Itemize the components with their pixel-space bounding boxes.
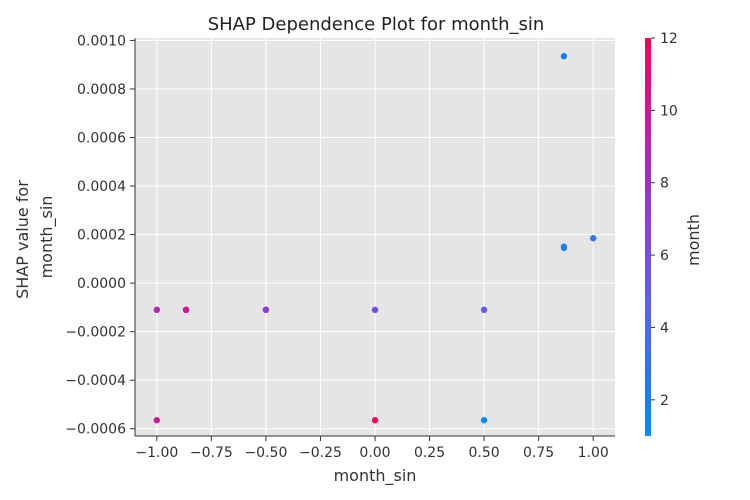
scatter-point [182,306,190,314]
grid [135,38,615,436]
ticks: −1.00 −0.75 −0.50 −0.25 0.00 0.25 0.50 0.75 1.00… [65,33,608,461]
scatter-point [480,417,488,424]
scatter-point [560,53,568,60]
x-tick-label: −0.25 [299,445,342,461]
y-tick-label: 0.0008 [77,82,126,98]
scatter-point [480,306,488,314]
x-tick-label: −0.75 [190,445,233,461]
scatter-point [153,417,161,424]
x-axis-label: month_sin [334,466,417,486]
x-tick-label: 0.25 [414,445,445,461]
colorbar [645,38,651,436]
x-tick-label: 0.50 [469,445,500,461]
y-tick-label: 0.0004 [77,179,126,195]
scatter-point [262,306,270,314]
x-tick-label: −1.00 [135,445,178,461]
y-tick-label: 0.0006 [77,131,126,147]
y-tick-label: −0.0006 [65,422,126,438]
scatter-point [560,244,568,252]
colorbar-tick-label: 10 [660,103,678,119]
scatter-point [153,306,161,314]
y-tick-label: −0.0002 [65,325,126,341]
y-axis-label-line-1: SHAP value for [13,180,32,299]
colorbar-ticks: 2 4 6 8 10 12 [651,31,678,409]
scatter-point [371,417,379,424]
scatter-point [371,306,379,314]
colorbar-label: month [684,214,703,266]
x-tick-label: −0.50 [244,445,287,461]
y-tick-label: 0.0002 [77,228,126,244]
x-tick-label: 0.75 [523,445,554,461]
y-axis-label: SHAP value for month_sin [13,175,57,299]
colorbar-tick-label: 8 [660,176,669,192]
chart-title: SHAP Dependence Plot for month_sin [208,14,545,35]
colorbar-tick-label: 12 [660,31,678,47]
y-tick-label: −0.0004 [65,373,126,389]
y-tick-label: 0.0000 [77,276,126,292]
x-tick-label: 0.00 [359,445,390,461]
colorbar-tick-label: 2 [660,393,669,409]
colorbar-tick-label: 6 [660,248,669,264]
y-tick-label: 0.0010 [77,33,126,49]
x-tick-label: 1.00 [578,445,609,461]
points [153,53,597,424]
y-axis-label-line-2: month_sin [37,196,57,279]
scatter-point [589,235,597,242]
colorbar-tick-label: 4 [660,320,669,336]
